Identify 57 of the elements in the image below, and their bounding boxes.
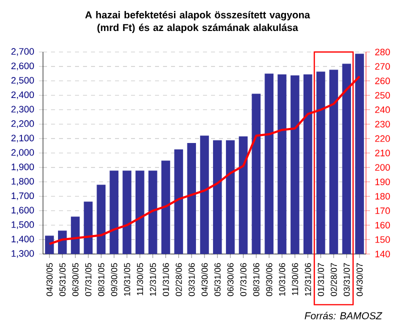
y2-tick-label: 260: [375, 78, 390, 84]
y-tick-label: 2,200: [11, 120, 34, 128]
y2-tick-label: 210: [375, 150, 390, 156]
y2-tick-label: 250: [375, 92, 390, 99]
y2-tick-label: 170: [375, 207, 390, 214]
x-tick-label: 12/31/05: [150, 263, 156, 296]
x-tick-label: 08/31/06: [253, 263, 260, 296]
y-tick-label: 1,300: [12, 250, 34, 258]
x-tick-label: 02/28/06: [175, 263, 182, 296]
chart-title: A hazai befektetési alapok összesített vagyona (mrd Ft) és az alapok számának alakulása: [85, 10, 310, 34]
x-tick-label: 08/31/05: [98, 263, 104, 296]
y2-tick-label: 280: [375, 48, 390, 56]
y2-tick-label: 140: [375, 250, 390, 258]
x-tick-label: 06/30/06: [227, 263, 234, 296]
y2-tick-label: 180: [375, 192, 390, 200]
x-tick-label: 03/31/06: [188, 263, 195, 296]
y-tick-label: 1,400: [12, 236, 34, 244]
x-tick-label: 11/30/05: [136, 263, 144, 296]
y2-tick-label: 230: [375, 120, 390, 128]
y-tick-label: 2,600: [11, 62, 34, 70]
y-tick-label: 1,500: [12, 221, 34, 229]
x-tick-label: 06/30/05: [72, 263, 78, 296]
y-tick-label: 2,000: [11, 149, 34, 157]
y2-tick-label: 150: [375, 236, 390, 243]
x-tick-label: 10/31/05: [124, 263, 130, 296]
y-tick-label: 2,500: [11, 77, 34, 85]
x-tick-label: 07/31/06: [240, 263, 246, 296]
x-tick-label: 11/30/06: [292, 263, 298, 296]
y2-tick-label: 240: [375, 106, 390, 114]
y2-tick-label: 270: [375, 63, 390, 70]
y-tick-label: 2,100: [11, 134, 34, 142]
y2-tick-label: 160: [375, 222, 390, 228]
x-tick-label: 10/31/06: [278, 263, 286, 296]
y2-tick-label: 190: [375, 178, 390, 186]
x-tick-label: 01/31/06: [162, 263, 169, 296]
y-tick-label: 1,900: [12, 164, 34, 172]
x-tick-label: 05/31/05: [59, 263, 66, 296]
y-tick-label: 2,400: [11, 91, 34, 100]
x-tick-label: 04/30/07: [356, 263, 363, 296]
x-tick-label: 03/31/07: [343, 263, 350, 296]
y2-tick-label: 200: [375, 164, 390, 171]
x-tick-label: 04/30/05: [46, 263, 53, 296]
x-tick-label: 04/30/06: [201, 263, 208, 296]
x-tick-label: 01/31/07: [318, 263, 324, 296]
y-tick-label: 2,300: [11, 106, 34, 114]
y-tick-label: 1,700: [12, 192, 34, 200]
y-tick-label: 1,800: [12, 178, 34, 186]
x-tick-label: 09/30/05: [110, 263, 118, 296]
x-tick-label: 02/28/07: [330, 263, 337, 296]
x-tick-label: 12/31/06: [304, 263, 312, 296]
x-tick-label: 07/31/05: [85, 263, 92, 296]
text: Forrás: BAMOSZ: [304, 312, 382, 320]
y-tick-label: 2,700: [11, 48, 34, 56]
y2-tick-label: 220: [375, 135, 390, 142]
x-tick-label: 05/31/06: [214, 263, 221, 296]
y-tick-label: 1,600: [12, 206, 34, 215]
x-tick-label: 09/30/06: [266, 263, 272, 296]
